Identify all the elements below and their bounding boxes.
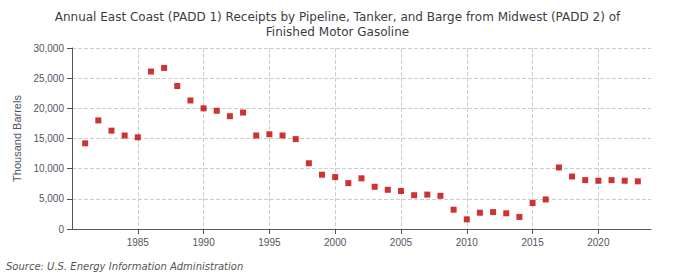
svg-text:Thousand Barrels: Thousand Barrels (11, 95, 23, 182)
svg-text:2020: 2020 (587, 237, 610, 248)
svg-text:2000: 2000 (324, 237, 347, 248)
svg-text:2005: 2005 (390, 237, 413, 248)
svg-text:25,000: 25,000 (33, 73, 64, 84)
svg-text:20,000: 20,000 (33, 103, 64, 114)
svg-text:15,000: 15,000 (33, 133, 64, 144)
svg-text:0: 0 (58, 224, 64, 235)
svg-text:10,000: 10,000 (33, 163, 64, 174)
svg-text:Annual East Coast (PADD 1) Rec: Annual East Coast (PADD 1) Receipts by P… (55, 10, 621, 24)
svg-text:2010: 2010 (456, 237, 479, 248)
svg-text:1995: 1995 (258, 237, 281, 248)
svg-text:1990: 1990 (192, 237, 215, 248)
svg-text:Finished Motor Gasoline: Finished Motor Gasoline (266, 25, 409, 39)
svg-text:5,000: 5,000 (39, 193, 64, 204)
svg-text:1985: 1985 (127, 237, 150, 248)
svg-text:2015: 2015 (521, 237, 544, 248)
svg-text:30,000: 30,000 (33, 43, 64, 54)
svg-text:Source: U.S. Energy Informatio: Source: U.S. Energy Information Administ… (6, 261, 243, 272)
